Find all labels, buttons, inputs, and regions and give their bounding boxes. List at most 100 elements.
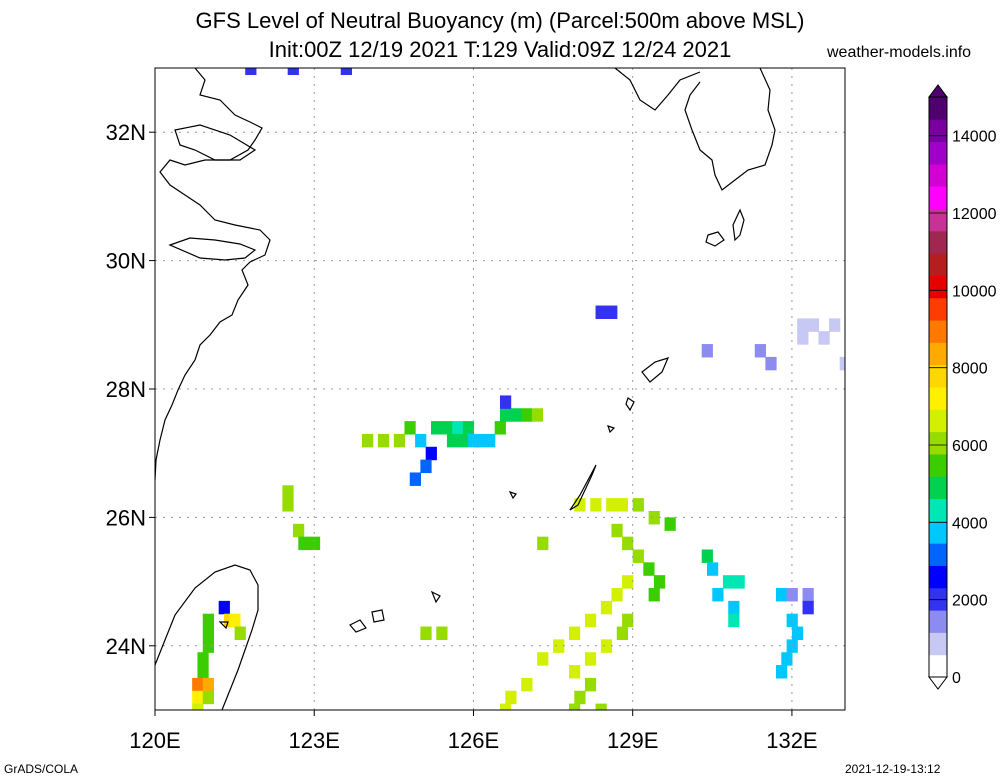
amami-oshima (641, 357, 670, 383)
colorbar-segment (929, 320, 947, 343)
field-cell (494, 421, 506, 435)
field-cell (754, 344, 766, 358)
field-cell (595, 305, 607, 319)
field-cell (781, 652, 793, 666)
colorbar-segment (929, 587, 947, 611)
field-cell (611, 523, 623, 538)
field-cell (653, 575, 666, 589)
field-cell (643, 562, 655, 576)
graticule (155, 68, 845, 710)
colorbar-segment (929, 387, 947, 410)
colorbar-segment (929, 141, 947, 165)
colorbar-segment (929, 476, 947, 500)
field-cell (202, 613, 214, 628)
colorbar-segment (929, 97, 947, 120)
field-cell (584, 677, 597, 692)
generated-timestamp: 2021-12-19-13:12 (845, 762, 941, 776)
field-cell (728, 613, 740, 628)
field-cell (340, 68, 352, 76)
field-cell (569, 703, 581, 710)
colorbar-tick-label: 2000 (952, 593, 988, 610)
colorbar-segment (929, 119, 947, 143)
field-cell (574, 498, 586, 512)
tokunoshima (625, 397, 635, 412)
lon-tick-label: 129E (607, 728, 658, 753)
lat-tick-label: 26N (106, 505, 146, 530)
field-cell (765, 356, 777, 371)
field-cell (298, 536, 310, 551)
field-cell (192, 690, 204, 705)
lat-tick-label: 32N (106, 120, 146, 145)
field-layer (192, 68, 845, 710)
kume-island (508, 490, 517, 500)
field-cell (287, 68, 299, 76)
field-cell (595, 703, 607, 710)
field-cell (797, 318, 809, 332)
colorbar-segment (929, 520, 947, 544)
colorbar-segment (929, 543, 947, 566)
field-cell (648, 510, 660, 525)
field-cell (415, 433, 427, 448)
colorbar-segment (929, 163, 947, 187)
field-cell (791, 626, 804, 640)
field-cell (229, 613, 241, 628)
field-cell (807, 318, 820, 332)
field-cell (701, 549, 713, 563)
field-cell (531, 408, 544, 422)
field-cell (648, 588, 660, 602)
colorbar-segment (929, 230, 947, 254)
colorbar-segment (929, 431, 947, 455)
field-cell (584, 652, 597, 666)
colorbar-segment (929, 186, 947, 210)
field-cell (733, 575, 745, 589)
field-cell (457, 433, 469, 448)
lat-tick-label: 30N (106, 249, 146, 274)
field-cell (600, 600, 613, 615)
software-credit: GrADS/COLA (4, 762, 79, 776)
field-cell (728, 600, 740, 615)
field-cell (362, 433, 374, 448)
ishigaki-island (349, 619, 367, 633)
colorbar-segment (929, 342, 947, 366)
field-cell (600, 639, 613, 653)
field-cell (420, 459, 432, 474)
colorbar-tick-label: 4000 (952, 515, 988, 532)
coastlines (155, 68, 776, 710)
field-cell (521, 677, 533, 692)
yonaguni-island (218, 621, 229, 630)
colorbar-tick-label: 10000 (952, 283, 997, 300)
lon-tick-label: 120E (129, 728, 180, 753)
field-cell (622, 613, 634, 628)
field-cell (622, 575, 634, 589)
field-cell (802, 588, 814, 602)
lon-tick-label: 126E (448, 728, 499, 753)
lat-tick-label: 24N (106, 634, 146, 659)
field-cell (393, 433, 406, 448)
field-cell (446, 433, 459, 448)
field-cell (616, 498, 628, 512)
field-cell (282, 498, 294, 512)
field-cell (553, 639, 565, 653)
lon-tick-label: 123E (289, 728, 340, 753)
field-cell (616, 626, 628, 640)
field-cell (569, 665, 581, 679)
colorbar-segment (929, 208, 947, 232)
field-cell (606, 305, 618, 319)
colorbar-min-arrow (928, 676, 948, 690)
field-cell (192, 677, 204, 692)
field-cell (245, 68, 257, 76)
field-cell (776, 588, 788, 602)
lon-tick-label: 132E (766, 728, 817, 753)
field-cell (409, 472, 421, 486)
colorbar-tick-label: 0 (952, 670, 961, 687)
map-title-line2: Init:00Z 12/19 2021 T:129 Valid:09Z 12/2… (268, 37, 732, 62)
field-cell (829, 318, 841, 332)
colorbar: 0 2000 4000 6000 8000 10000 12000 14000 (928, 84, 997, 690)
field-cell (441, 421, 453, 435)
field-cell (632, 498, 644, 512)
field-cell (484, 433, 496, 448)
field-cell (839, 356, 845, 371)
lat-tick-label: 28N (106, 377, 146, 402)
field-cell (505, 690, 517, 705)
miyako-island (430, 590, 441, 604)
